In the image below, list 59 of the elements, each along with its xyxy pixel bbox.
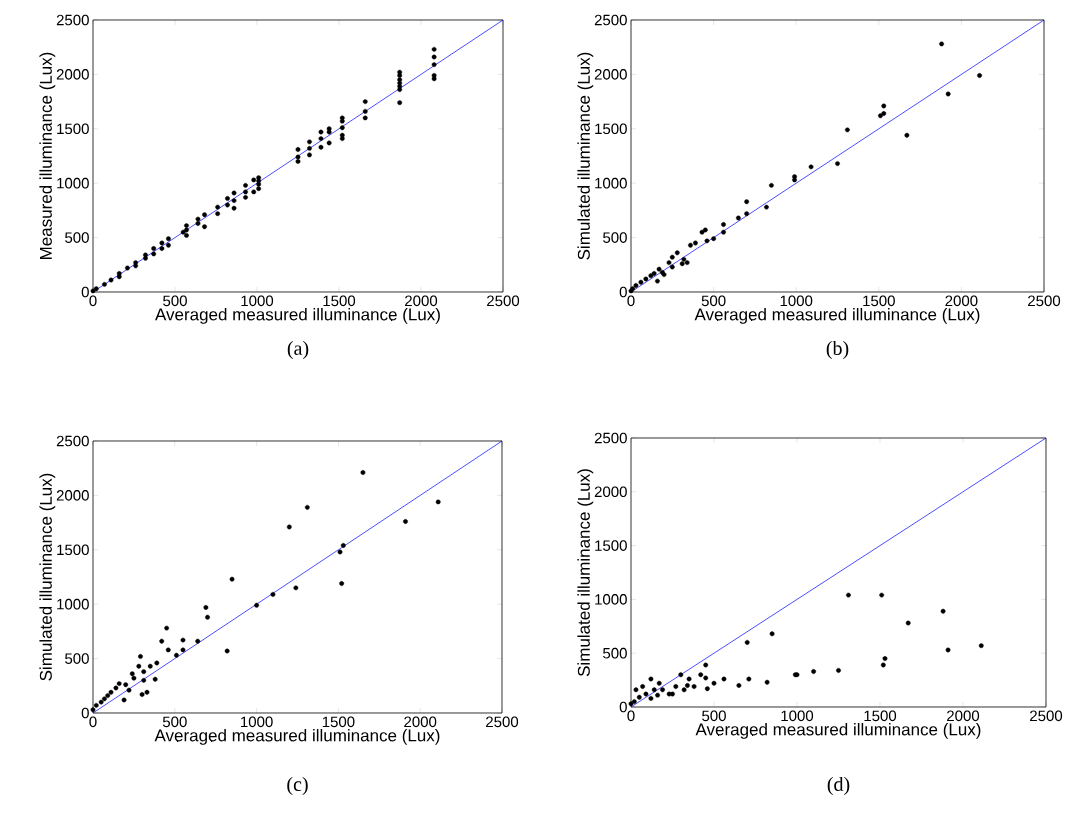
y-tick-label: 1000 <box>57 598 89 610</box>
x-axis-title: Averaged measured illuminance (Lux) <box>154 729 440 745</box>
y-axis-title: Simulated illuminance (Lux) <box>39 473 56 681</box>
x-axis-title: Averaged measured illuminance (Lux) <box>155 308 440 324</box>
x-tick-label: 1500 <box>863 295 895 307</box>
y-tick-label: 0 <box>619 286 627 298</box>
y-tick-label: 1500 <box>595 123 627 135</box>
y-axis-title: Simulated illuminance (Lux) <box>577 52 594 260</box>
x-tick-label: 500 <box>702 710 726 722</box>
x-tick-label: 0 <box>627 710 635 722</box>
x-tick-label: 1500 <box>322 716 355 728</box>
x-tick-label: 1500 <box>323 295 356 307</box>
y-tick-label: 1500 <box>57 544 89 556</box>
y-tick-label: 500 <box>603 647 627 659</box>
x-tick-label: 2000 <box>945 295 978 307</box>
y-tick-label: 500 <box>603 232 627 243</box>
x-tick-label: 1000 <box>241 716 273 728</box>
text: (b) <box>826 340 849 360</box>
x-tick-label: 2500 <box>1030 710 1063 722</box>
x-tick-label: 500 <box>163 295 187 307</box>
y-tick-label: 500 <box>65 232 89 243</box>
x-tick-label: 0 <box>627 295 635 307</box>
y-tick-label: 1000 <box>57 177 89 189</box>
x-axis-title: Averaged measured illuminance (Lux) <box>694 308 980 324</box>
y-tick-label: 1000 <box>595 594 627 605</box>
y-tick-label: 1000 <box>595 177 627 189</box>
x-tick-label: 2500 <box>487 295 520 307</box>
x-tick-label: 2000 <box>947 710 980 722</box>
x-tick-label: 0 <box>89 716 97 728</box>
y-tick-label: 500 <box>65 653 89 664</box>
x-tick-label: 2500 <box>1028 295 1061 307</box>
x-tick-label: 2000 <box>405 295 438 307</box>
x-tick-label: 2500 <box>486 716 519 728</box>
y-tick-label: 1500 <box>595 540 627 551</box>
y-tick-label: 1500 <box>57 123 89 135</box>
y-tick-label: 2500 <box>594 432 627 444</box>
y-tick-label: 2500 <box>594 14 627 26</box>
y-axis-title: Measured illuminance (Lux) <box>39 52 56 259</box>
y-tick-label: 2500 <box>56 14 89 26</box>
y-tick-label: 2500 <box>56 435 89 447</box>
y-tick-label: 0 <box>619 701 627 713</box>
y-tick-label: 2000 <box>594 486 627 498</box>
text: (a) <box>287 340 309 360</box>
y-axis-title: Simulated illuminance (Lux) <box>577 469 594 677</box>
y-tick-label: 0 <box>81 286 89 298</box>
y-tick-label: 2000 <box>56 69 89 80</box>
x-tick-label: 1000 <box>241 295 274 307</box>
x-tick-label: 2000 <box>404 716 437 728</box>
x-tick-label: 1000 <box>781 710 814 722</box>
x-tick-label: 1000 <box>780 295 813 307</box>
x-tick-label: 0 <box>89 295 97 307</box>
y-tick-label: 2000 <box>56 490 89 501</box>
text: (c) <box>287 776 308 796</box>
x-tick-label: 500 <box>162 716 187 728</box>
x-axis-title: Averaged measured illuminance (Lux) <box>695 723 981 739</box>
x-tick-label: 500 <box>701 295 726 307</box>
text: (d) <box>827 776 850 796</box>
x-tick-label: 1500 <box>864 710 897 722</box>
y-tick-label: 2000 <box>594 69 627 80</box>
